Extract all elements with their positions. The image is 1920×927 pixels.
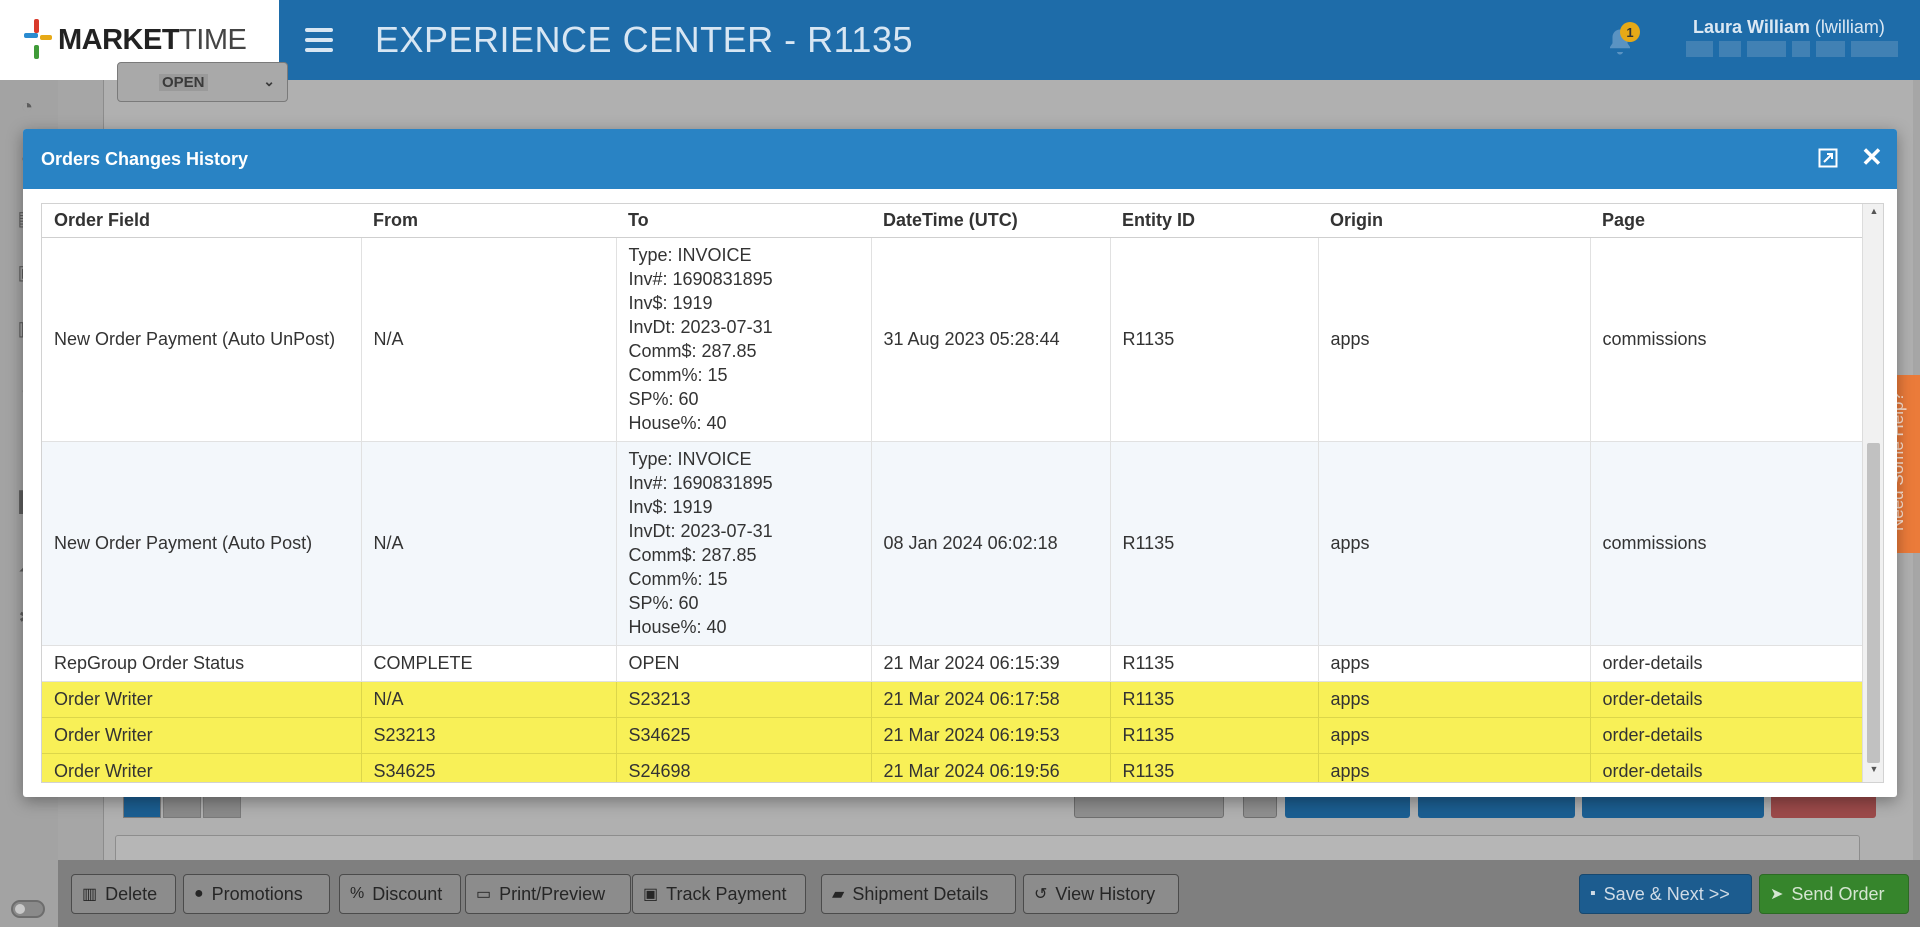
cell-page: order-details bbox=[1590, 645, 1862, 682]
column-header-to[interactable]: To bbox=[616, 204, 871, 238]
save-next-button[interactable]: ▪ Save & Next >> bbox=[1579, 874, 1752, 914]
cell-to: S34625 bbox=[616, 717, 872, 754]
table-row-highlighted[interactable]: Order Writer S34625 S24698 21 Mar 2024 0… bbox=[42, 753, 1862, 782]
discount-button[interactable]: % Discount bbox=[339, 874, 461, 914]
scrollbar-thumb[interactable] bbox=[1867, 443, 1880, 763]
orders-changes-history-modal: Orders Changes History ✕ Order Field Fro… bbox=[23, 129, 1897, 797]
send-order-button[interactable]: ➤ Send Order bbox=[1759, 874, 1909, 914]
cell-page: commissions bbox=[1590, 237, 1862, 442]
cell-from: N/A bbox=[361, 681, 617, 718]
cell-to: S23213 bbox=[616, 681, 872, 718]
cell-datetime: 21 Mar 2024 06:15:39 bbox=[871, 645, 1111, 682]
scroll-down-arrow-icon[interactable]: ▼ bbox=[1869, 764, 1879, 774]
top-bar: MARKETTIME EXPERIENCE CENTER - R1135 bbox=[0, 0, 1920, 80]
cell-origin: apps bbox=[1318, 441, 1591, 646]
money-icon: ▣ bbox=[643, 886, 659, 903]
cell-order-field: New Order Payment (Auto Post) bbox=[42, 441, 362, 646]
column-header-datetime[interactable]: DateTime (UTC) bbox=[871, 204, 1110, 238]
cell-entity-id: R1135 bbox=[1110, 753, 1319, 782]
table-row[interactable]: New Order Payment (Auto Post) N/A Type: … bbox=[42, 441, 1862, 646]
cell-to: S24698 bbox=[616, 753, 872, 782]
cell-datetime: 21 Mar 2024 06:19:53 bbox=[871, 717, 1111, 754]
cell-entity-id: R1135 bbox=[1110, 717, 1319, 754]
delete-button[interactable]: ▥ Delete bbox=[71, 874, 176, 914]
percent-icon: % bbox=[350, 885, 365, 902]
history-table: Order Field From To DateTime (UTC) Entit… bbox=[42, 204, 1862, 782]
page-title: EXPERIENCE CENTER - R1135 bbox=[375, 19, 913, 60]
history-icon: ↺ bbox=[1034, 886, 1048, 903]
dashboard-icon[interactable]: ◔ bbox=[20, 96, 34, 118]
column-header-origin[interactable]: Origin bbox=[1318, 204, 1590, 238]
cell-from: S34625 bbox=[361, 753, 617, 782]
cell-page: commissions bbox=[1590, 441, 1862, 646]
cell-order-field: Order Writer bbox=[42, 753, 362, 782]
chat-icon: ● bbox=[194, 885, 204, 902]
logo-mark-icon bbox=[22, 17, 52, 63]
cell-from: N/A bbox=[361, 441, 617, 646]
vertical-scrollbar[interactable]: ▲ ▼ bbox=[1862, 204, 1883, 782]
cell-from: COMPLETE bbox=[361, 645, 617, 682]
cell-order-field: Order Writer bbox=[42, 681, 362, 718]
cell-from: S23213 bbox=[361, 717, 617, 754]
table-row[interactable]: RepGroup Order Status COMPLETE OPEN 21 M… bbox=[42, 645, 1862, 682]
cell-to: Type: INVOICE Inv#: 1690831895 Inv$: 1919 I… bbox=[616, 441, 872, 646]
cell-to: Type: INVOICE Inv#: 1690831895 Inv$: 1919 I… bbox=[616, 237, 872, 442]
cell-to: OPEN bbox=[616, 645, 872, 682]
shipment-details-button[interactable]: ▰ Shipment Details bbox=[821, 874, 1016, 914]
column-header-entity-id[interactable]: Entity ID bbox=[1110, 204, 1318, 238]
cell-origin: apps bbox=[1318, 717, 1591, 754]
cell-page: order-details bbox=[1590, 753, 1862, 782]
column-header-page[interactable]: Page bbox=[1590, 204, 1862, 238]
cell-origin: apps bbox=[1318, 681, 1591, 718]
cell-datetime: 21 Mar 2024 06:19:56 bbox=[871, 753, 1111, 782]
cell-page: order-details bbox=[1590, 717, 1862, 754]
modal-header: Orders Changes History bbox=[23, 129, 1897, 189]
expand-icon[interactable] bbox=[1818, 148, 1838, 168]
table-row-highlighted[interactable]: Order Writer S23213 S34625 21 Mar 2024 0… bbox=[42, 717, 1862, 754]
cell-order-field: RepGroup Order Status bbox=[42, 645, 362, 682]
user-subtitle-redacted bbox=[1686, 41, 1898, 59]
cell-entity-id: R1135 bbox=[1110, 441, 1319, 646]
save-icon: ▪ bbox=[1590, 885, 1596, 902]
printer-icon: ▭ bbox=[476, 886, 492, 903]
cell-entity-id: R1135 bbox=[1110, 237, 1319, 442]
cell-order-field: New Order Payment (Auto UnPost) bbox=[42, 237, 362, 442]
promotions-button[interactable]: ● Promotions bbox=[183, 874, 330, 914]
modal-title: Orders Changes History bbox=[41, 148, 249, 169]
cell-from: N/A bbox=[361, 237, 617, 442]
cell-origin: apps bbox=[1318, 237, 1591, 442]
logo-text: MARKETTIME bbox=[58, 23, 247, 56]
column-header-order-field[interactable]: Order Field bbox=[42, 204, 361, 238]
logo[interactable]: MARKETTIME bbox=[0, 0, 279, 80]
column-header-from[interactable]: From bbox=[361, 204, 616, 238]
hamburger-menu-icon[interactable] bbox=[305, 28, 333, 52]
notification-badge: 1 bbox=[1620, 22, 1640, 42]
cell-entity-id: R1135 bbox=[1110, 645, 1319, 682]
cell-datetime: 31 Aug 2023 05:28:44 bbox=[871, 237, 1111, 442]
cell-origin: apps bbox=[1318, 645, 1591, 682]
sidebar-toggle[interactable] bbox=[11, 900, 45, 918]
track-payment-button[interactable]: ▣ Track Payment bbox=[632, 874, 806, 914]
chevron-down-icon: ⌄ bbox=[263, 73, 275, 89]
print-preview-button[interactable]: ▭ Print/Preview bbox=[465, 874, 631, 914]
cell-page: order-details bbox=[1590, 681, 1862, 718]
cell-datetime: 21 Mar 2024 06:17:58 bbox=[871, 681, 1111, 718]
table-row-highlighted[interactable]: Order Writer N/A S23213 21 Mar 2024 06:1… bbox=[42, 681, 1862, 718]
cell-datetime: 08 Jan 2024 06:02:18 bbox=[871, 441, 1111, 646]
close-icon[interactable]: ✕ bbox=[1861, 142, 1883, 172]
cell-order-field: Order Writer bbox=[42, 717, 362, 754]
truck-icon: ▰ bbox=[832, 886, 845, 903]
cell-entity-id: R1135 bbox=[1110, 681, 1319, 718]
table-header-row: Order Field From To DateTime (UTC) Entit… bbox=[42, 204, 1862, 238]
table-row[interactable]: New Order Payment (Auto UnPost) N/A Type… bbox=[42, 237, 1862, 442]
paper-plane-icon: ➤ bbox=[1770, 886, 1784, 903]
view-history-button[interactable]: ↺ View History bbox=[1023, 874, 1179, 914]
history-table-container[interactable]: Order Field From To DateTime (UTC) Entit… bbox=[41, 203, 1884, 783]
user-name[interactable]: Laura William (lwilliam) bbox=[1693, 17, 1885, 37]
scroll-up-arrow-icon[interactable]: ▲ bbox=[1869, 206, 1879, 216]
trash-icon: ▥ bbox=[82, 886, 98, 903]
order-status-select[interactable]: OPEN ⌄ bbox=[117, 62, 288, 102]
cell-origin: apps bbox=[1318, 753, 1591, 782]
